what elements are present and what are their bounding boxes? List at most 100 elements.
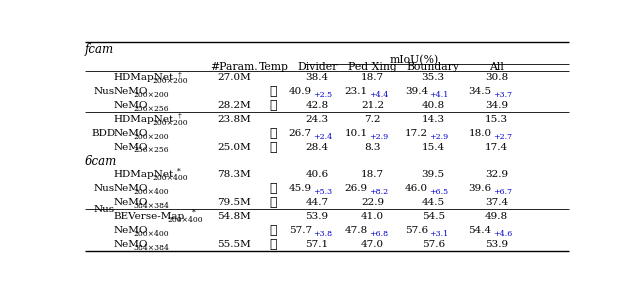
Text: 24.3: 24.3 <box>305 115 329 124</box>
Text: +5.3: +5.3 <box>313 188 332 196</box>
Text: BDD: BDD <box>92 128 116 138</box>
Text: 57.6: 57.6 <box>422 240 445 249</box>
Text: 200×200: 200×200 <box>152 77 188 85</box>
Text: 17.2: 17.2 <box>405 128 428 138</box>
Text: 6cam: 6cam <box>85 155 117 168</box>
Text: Temp: Temp <box>259 62 289 72</box>
Text: 57.1: 57.1 <box>305 240 329 249</box>
Text: ✓: ✓ <box>269 224 277 237</box>
Text: 200×400: 200×400 <box>133 230 169 238</box>
Text: +2.5: +2.5 <box>313 91 332 99</box>
Text: 40.6: 40.6 <box>305 170 329 179</box>
Text: 54.5: 54.5 <box>422 212 445 221</box>
Text: 7.2: 7.2 <box>364 115 381 124</box>
Text: NeMO: NeMO <box>114 184 148 193</box>
Text: +4.4: +4.4 <box>369 91 388 99</box>
Text: †: † <box>177 112 181 120</box>
Text: 200×200: 200×200 <box>133 133 169 141</box>
Text: HDMapNet: HDMapNet <box>114 73 174 82</box>
Text: 26.9: 26.9 <box>344 184 367 193</box>
Text: 384×384: 384×384 <box>133 202 169 210</box>
Text: ✓: ✓ <box>269 182 277 195</box>
Text: +3.7: +3.7 <box>493 91 512 99</box>
Text: 15.4: 15.4 <box>422 142 445 152</box>
Text: 32.9: 32.9 <box>485 170 508 179</box>
Text: +8.2: +8.2 <box>369 188 388 196</box>
Text: Divider: Divider <box>297 62 337 72</box>
Text: +6.7: +6.7 <box>493 188 512 196</box>
Text: 23.8M: 23.8M <box>217 115 251 124</box>
Text: ✓: ✓ <box>269 85 277 98</box>
Text: +6.5: +6.5 <box>429 188 449 196</box>
Text: 44.7: 44.7 <box>305 198 329 207</box>
Text: 37.4: 37.4 <box>485 198 508 207</box>
Text: Nus: Nus <box>93 205 115 214</box>
Text: Ped Xing: Ped Xing <box>348 62 397 72</box>
Text: 17.4: 17.4 <box>485 142 508 152</box>
Text: 39.5: 39.5 <box>422 170 445 179</box>
Text: 22.9: 22.9 <box>361 198 384 207</box>
Text: +2.9: +2.9 <box>429 133 449 141</box>
Text: 200×200: 200×200 <box>133 91 169 99</box>
Text: 41.0: 41.0 <box>361 212 384 221</box>
Text: 39.6: 39.6 <box>468 184 492 193</box>
Text: 53.9: 53.9 <box>485 240 508 249</box>
Text: 35.3: 35.3 <box>422 73 445 82</box>
Text: +2.4: +2.4 <box>313 133 333 141</box>
Text: Boundary: Boundary <box>406 62 460 72</box>
Text: 25.0M: 25.0M <box>217 142 251 152</box>
Text: 57.6: 57.6 <box>405 226 428 235</box>
Text: 53.9: 53.9 <box>305 212 329 221</box>
Text: +6.8: +6.8 <box>369 230 388 238</box>
Text: 23.1: 23.1 <box>344 87 367 96</box>
Text: +4.1: +4.1 <box>429 91 449 99</box>
Text: 21.2: 21.2 <box>361 101 384 110</box>
Text: NeMO: NeMO <box>114 226 148 235</box>
Text: #Param.: #Param. <box>210 62 257 72</box>
Text: fcam: fcam <box>85 43 114 56</box>
Text: 28.4: 28.4 <box>305 142 329 152</box>
Text: 18.7: 18.7 <box>361 170 384 179</box>
Text: 256×256: 256×256 <box>133 146 169 155</box>
Text: 40.8: 40.8 <box>422 101 445 110</box>
Text: ✓: ✓ <box>269 196 277 209</box>
Text: 47.8: 47.8 <box>344 226 367 235</box>
Text: 55.5M: 55.5M <box>217 240 251 249</box>
Text: 42.8: 42.8 <box>305 101 329 110</box>
Text: ✓: ✓ <box>269 238 277 251</box>
Text: 10.1: 10.1 <box>344 128 367 138</box>
Text: +2.7: +2.7 <box>493 133 512 141</box>
Text: NeMO: NeMO <box>114 198 148 207</box>
Text: 18.0: 18.0 <box>468 128 492 138</box>
Text: 38.4: 38.4 <box>305 73 329 82</box>
Text: 34.9: 34.9 <box>485 101 508 110</box>
Text: 18.7: 18.7 <box>361 73 384 82</box>
Text: 384×384: 384×384 <box>133 244 169 252</box>
Text: 46.0: 46.0 <box>405 184 428 193</box>
Text: 79.5M: 79.5M <box>217 198 251 207</box>
Text: 30.8: 30.8 <box>485 73 508 82</box>
Text: +4.6: +4.6 <box>493 230 512 238</box>
Text: 8.3: 8.3 <box>364 142 381 152</box>
Text: ✓: ✓ <box>269 141 277 154</box>
Text: Nus: Nus <box>93 184 115 193</box>
Text: 47.0: 47.0 <box>361 240 384 249</box>
Text: 45.9: 45.9 <box>289 184 312 193</box>
Text: 54.4: 54.4 <box>468 226 492 235</box>
Text: NeMO: NeMO <box>114 240 148 249</box>
Text: All: All <box>489 62 504 72</box>
Text: 44.5: 44.5 <box>422 198 445 207</box>
Text: 200×400: 200×400 <box>167 216 203 224</box>
Text: 200×400: 200×400 <box>152 174 188 182</box>
Text: 49.8: 49.8 <box>485 212 508 221</box>
Text: Nus: Nus <box>93 87 115 96</box>
Text: *: * <box>192 209 196 217</box>
Text: 14.3: 14.3 <box>422 115 445 124</box>
Text: +2.9: +2.9 <box>369 133 388 141</box>
Text: HDMapNet: HDMapNet <box>114 170 174 179</box>
Text: 256×256: 256×256 <box>133 105 169 113</box>
Text: NeMO: NeMO <box>114 87 148 96</box>
Text: 15.3: 15.3 <box>485 115 508 124</box>
Text: +3.1: +3.1 <box>429 230 449 238</box>
Text: 26.7: 26.7 <box>289 128 312 138</box>
